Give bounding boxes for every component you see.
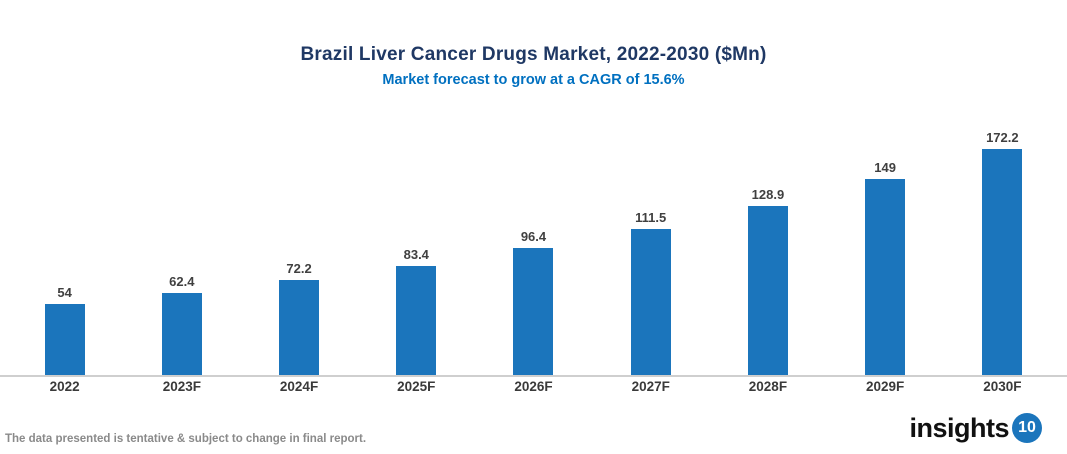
bar-value-label: 149 bbox=[874, 160, 896, 175]
x-axis-label: 2025F bbox=[397, 379, 436, 394]
x-axis-label: 2023F bbox=[162, 379, 201, 394]
bar bbox=[513, 248, 554, 375]
bar bbox=[161, 293, 202, 375]
x-axis-labels: 2022 2023F 2024F 2025F 2026F 2027F 2028F 2029F 2… bbox=[6, 379, 1061, 394]
bar-column: 54 bbox=[6, 120, 123, 375]
bar-column: 96.4 bbox=[475, 120, 592, 375]
bar bbox=[279, 280, 320, 375]
bar-column: 149 bbox=[827, 120, 944, 375]
bar bbox=[982, 149, 1023, 375]
bar bbox=[44, 304, 85, 375]
bar bbox=[747, 206, 788, 375]
bar-column: 83.4 bbox=[358, 120, 475, 375]
bar-value-label: 128.9 bbox=[751, 187, 785, 202]
x-axis-label: 2027F bbox=[631, 379, 670, 394]
bar-column: 111.5 bbox=[592, 120, 709, 375]
x-axis-label: 2029F bbox=[866, 379, 905, 394]
bar-column: 128.9 bbox=[709, 120, 826, 375]
x-axis-label: 2028F bbox=[748, 379, 788, 394]
bar bbox=[630, 229, 671, 375]
bar-value-label: 83.4 bbox=[403, 247, 429, 262]
x-axis-label: 2030F bbox=[983, 379, 1022, 394]
insights10-logo: insights 10 bbox=[909, 413, 1042, 443]
bar-value-label: 62.4 bbox=[169, 274, 195, 289]
bar-value-label: 111.5 bbox=[635, 210, 667, 225]
x-axis-label: 2026F bbox=[514, 379, 553, 394]
bar-column: 72.2 bbox=[240, 120, 357, 375]
bar-value-label: 72.2 bbox=[286, 261, 312, 276]
x-axis-line bbox=[0, 375, 1067, 377]
bar-column: 62.4 bbox=[123, 120, 240, 375]
bar-column: 172.2 bbox=[944, 120, 1061, 375]
plot-area: 54 62.4 72.2 83.4 96.4 111.5 128.9 149 172.2 bbox=[6, 120, 1061, 375]
x-axis-label: 2022 bbox=[49, 379, 80, 394]
chart-footnote: The data presented is tentative & subjec… bbox=[5, 433, 367, 445]
bar-value-label: 172.2 bbox=[986, 130, 1019, 145]
bar bbox=[396, 266, 437, 375]
logo-wordmark: insights bbox=[909, 412, 1009, 443]
bar-value-label: 96.4 bbox=[520, 229, 547, 244]
bar bbox=[865, 179, 906, 375]
chart-title: Brazil Liver Cancer Drugs Market, 2022-2… bbox=[300, 44, 767, 65]
x-axis-label: 2024F bbox=[279, 379, 319, 394]
chart-subtitle: Market forecast to grow at a CAGR of 15.… bbox=[382, 72, 685, 88]
logo-10-badge-icon: 10 bbox=[1012, 413, 1042, 443]
bar-value-label: 54 bbox=[57, 285, 72, 300]
